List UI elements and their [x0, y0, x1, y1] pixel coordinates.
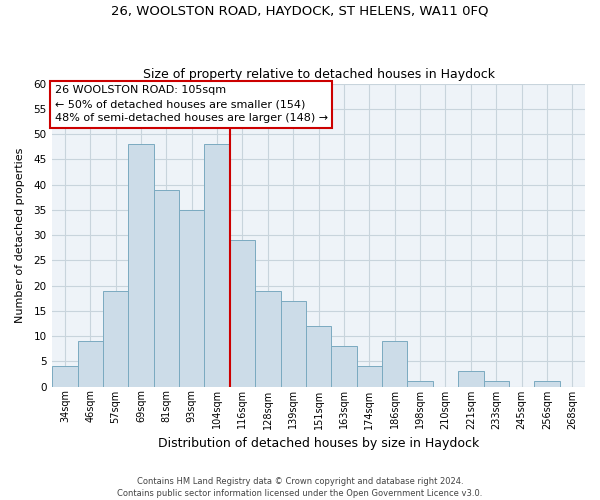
Text: Contains HM Land Registry data © Crown copyright and database right 2024.
Contai: Contains HM Land Registry data © Crown c… — [118, 476, 482, 498]
Bar — [154, 190, 179, 386]
Bar — [356, 366, 382, 386]
Bar — [179, 210, 205, 386]
Bar — [306, 326, 331, 386]
Title: Size of property relative to detached houses in Haydock: Size of property relative to detached ho… — [143, 68, 494, 81]
Bar — [255, 290, 281, 386]
Text: 26, WOOLSTON ROAD, HAYDOCK, ST HELENS, WA11 0FQ: 26, WOOLSTON ROAD, HAYDOCK, ST HELENS, W… — [111, 5, 489, 18]
Bar — [458, 372, 484, 386]
Bar — [281, 300, 306, 386]
Bar — [205, 144, 230, 386]
Text: 26 WOOLSTON ROAD: 105sqm
← 50% of detached houses are smaller (154)
48% of semi-: 26 WOOLSTON ROAD: 105sqm ← 50% of detach… — [55, 85, 328, 123]
Bar — [128, 144, 154, 386]
Bar — [382, 341, 407, 386]
Bar — [77, 341, 103, 386]
X-axis label: Distribution of detached houses by size in Haydock: Distribution of detached houses by size … — [158, 437, 479, 450]
Bar — [484, 382, 509, 386]
Bar — [534, 382, 560, 386]
Bar — [407, 382, 433, 386]
Bar — [103, 290, 128, 386]
Bar — [230, 240, 255, 386]
Y-axis label: Number of detached properties: Number of detached properties — [15, 148, 25, 322]
Bar — [52, 366, 77, 386]
Bar — [331, 346, 356, 387]
